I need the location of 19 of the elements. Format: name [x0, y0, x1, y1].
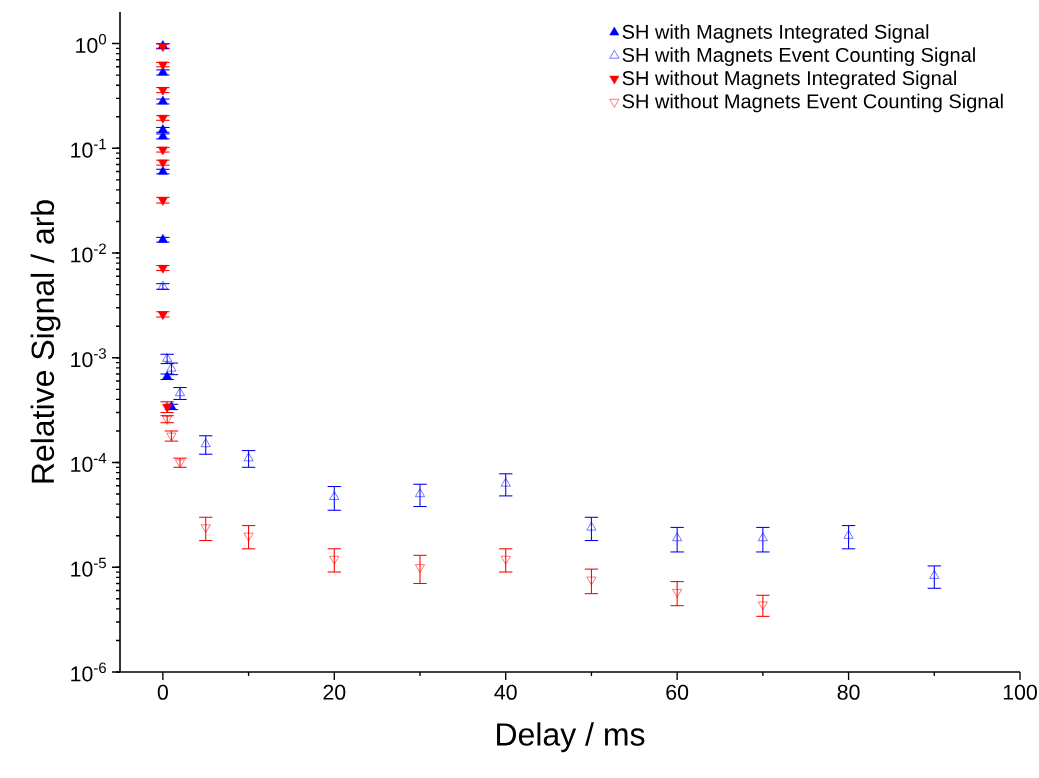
legend-label: SH with Magnets Event Counting Signal [622, 47, 975, 66]
y-tick-label: 10$^{-1}$ [71, 138, 106, 158]
y-axis-title: Relative Signal / arb [30, 200, 61, 483]
legend-label: SH with Magnets Integrated Signal [622, 24, 929, 43]
x-tick-label: 40 [494, 684, 517, 700]
y-tick-label: 10$^{0}$ [76, 34, 107, 54]
x-tick-label: 20 [323, 684, 346, 700]
y-tick-label: 10$^{-3}$ [71, 348, 106, 368]
y-tick-label: 10$^{-6}$ [71, 662, 106, 682]
x-tick-label: 0 [157, 684, 168, 700]
y-tick-label: 10$^{-5}$ [71, 557, 106, 577]
legend-label: SH without Magnets Event Counting Signal [622, 93, 1003, 113]
y-tick-label: 10$^{-4}$ [71, 453, 107, 472]
legend-label: SH without Magnets Integrated Signal [622, 70, 956, 90]
y-tick-label: 10$^{-2}$ [71, 243, 106, 263]
x-axis-title: Delay / ms [497, 722, 645, 753]
x-tick-label: 80 [837, 684, 860, 700]
x-tick-label: 100 [1003, 684, 1037, 700]
x-tick-label: 60 [666, 684, 689, 700]
